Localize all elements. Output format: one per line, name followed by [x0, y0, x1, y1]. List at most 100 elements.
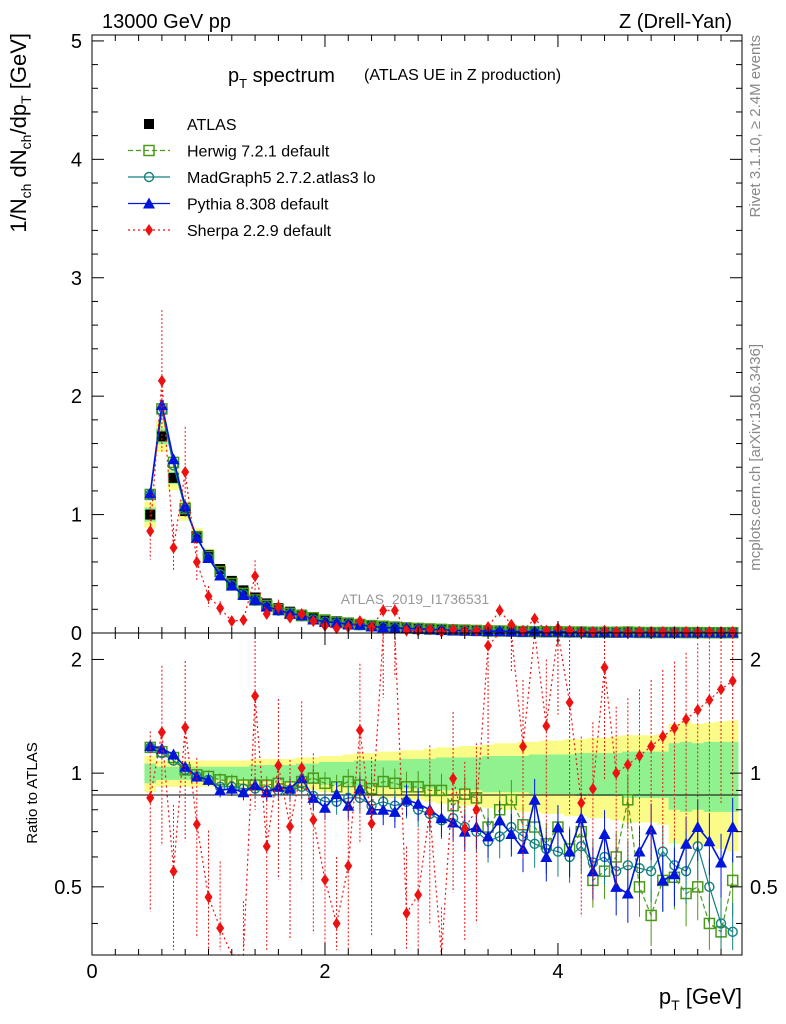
marker-ratio: [414, 888, 423, 901]
marker-ratio: [344, 859, 353, 872]
plot-title-note: (ATLAS UE in Z production): [364, 67, 561, 84]
marker-top: [309, 615, 318, 628]
marker-ratio: [484, 639, 493, 652]
marker-ratio: [505, 828, 518, 840]
marker-ratio: [260, 786, 273, 798]
marker-ratio: [645, 866, 657, 877]
marker-ratio: [249, 779, 262, 791]
marker-top: [169, 541, 178, 554]
analysis-watermark: ATLAS_2019_I1736531: [341, 591, 490, 607]
legend-marker: [143, 171, 155, 183]
marker-top: [402, 624, 411, 637]
y-tick-label-top: 5: [71, 31, 82, 53]
legend-item-pythia: Pythia 8.308 default: [128, 197, 329, 214]
marker-ratio: [505, 794, 518, 806]
top-panel-series: [144, 310, 739, 639]
marker-top: [239, 613, 248, 626]
y-axis-label-top: 1/Nch dNch/dpT [GeV]: [6, 33, 34, 233]
marker-ratio: [658, 730, 667, 743]
marker-ratio: [705, 693, 714, 706]
marker-ratio: [402, 907, 411, 920]
legend-item-madgraph5: MadGraph5 2.7.2.atlas3 lo: [128, 170, 376, 187]
ratio-panel-ticks: 0 2 4 0.5 0.5 1 1 2 2: [54, 633, 778, 983]
marker-top: [157, 374, 166, 387]
legend-marker: [145, 224, 153, 236]
marker-ratio: [367, 817, 376, 830]
marker-top: [379, 604, 388, 617]
mcplots-label: mcplots.cern.ch [arXiv:1306.3436]: [747, 344, 764, 571]
marker-top: [449, 623, 458, 636]
marker-ratio: [623, 758, 632, 771]
marker-top: [635, 625, 644, 638]
marker-ratio: [319, 777, 331, 790]
marker-top: [181, 465, 190, 478]
header-left: 13000 GeV pp: [102, 11, 231, 33]
y-tick-label-top: 2: [71, 386, 82, 408]
marker-ratio: [146, 791, 155, 804]
x-tick-label: 4: [552, 961, 563, 983]
marker-top: [530, 612, 539, 625]
y-axis-label-bottom: Ratio to ATLAS: [24, 742, 41, 843]
marker-top: [425, 623, 434, 636]
marker-top: [167, 453, 180, 465]
marker-ratio: [598, 828, 611, 840]
legend-marker: [144, 119, 154, 129]
marker-top: [179, 500, 192, 512]
marker-ratio: [668, 868, 681, 880]
marker-ratio: [157, 726, 166, 739]
marker-ratio: [726, 821, 739, 833]
marker-top: [286, 611, 295, 624]
marker-ratio: [309, 813, 318, 826]
marker-ratio: [656, 874, 669, 886]
marker-ratio: [330, 788, 343, 800]
marker-ratio: [682, 713, 691, 726]
top-panel-ticks: 0 1 2 3 4 5: [71, 31, 742, 645]
marker-ratio: [715, 918, 727, 929]
marker-top: [204, 590, 213, 603]
marker-ratio: [181, 721, 190, 734]
marker-ratio: [670, 722, 679, 735]
marker-ratio: [563, 845, 576, 857]
marker-top: [237, 589, 250, 601]
marker-ratio: [621, 887, 634, 899]
marker-ratio: [565, 696, 574, 709]
marker-ratio: [680, 837, 693, 849]
legend-label: MadGraph5 2.7.2.atlas3 lo: [187, 170, 376, 187]
plot-title-rest: spectrum: [247, 65, 335, 87]
marker-ratio: [155, 742, 168, 754]
marker-ratio: [470, 821, 483, 833]
marker-ratio: [435, 812, 448, 824]
ratio-panel-frame: [91, 632, 743, 956]
y-tick-label-ratio-right: 2: [750, 649, 761, 671]
marker-top: [542, 624, 551, 637]
legend-marker: [143, 197, 155, 209]
marker-ratio: [318, 801, 331, 813]
marker-ratio: [412, 797, 425, 809]
marker-ratio: [202, 773, 215, 785]
marker-ratio: [540, 850, 553, 862]
marker-ratio: [693, 703, 702, 716]
marker-ratio: [610, 880, 623, 892]
ratio-panel-series: [144, 632, 739, 956]
marker-ratio: [225, 782, 238, 794]
legend-item-sherpa: Sherpa 2.2.9 default: [128, 223, 332, 240]
y-tick-label-top: 0: [71, 623, 82, 645]
marker-ratio: [703, 835, 716, 847]
marker-top: [249, 593, 262, 605]
plot-title-sub: T: [239, 76, 247, 91]
marker-ratio: [204, 891, 213, 904]
marker-ratio: [272, 780, 285, 792]
marker-ratio: [588, 782, 597, 795]
marker-ratio: [262, 840, 271, 853]
marker-top: [565, 624, 574, 637]
marker-ratio: [728, 674, 737, 687]
legend-label: Herwig 7.2.1 default: [187, 144, 330, 161]
marker-ratio: [726, 874, 739, 887]
marker-top: [227, 615, 236, 628]
y-tick-label-ratio-right: 1: [750, 763, 761, 785]
marker-ratio: [425, 805, 434, 818]
y-tick-label-top: 3: [71, 268, 82, 290]
top-panel: 0 1 2 3 4 5: [71, 31, 743, 645]
marker-top: [168, 472, 179, 483]
marker-ratio: [320, 873, 329, 886]
